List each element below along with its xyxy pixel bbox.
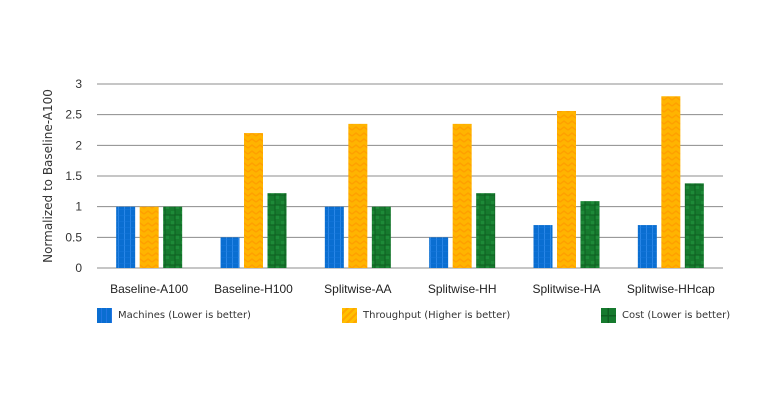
cost-bar [684, 183, 704, 268]
throughput-swatch-icon [342, 308, 357, 323]
x-category-label: Baseline-H100 [214, 282, 293, 296]
y-tick-label: 1.5 [65, 169, 82, 183]
throughput-bar [139, 206, 159, 268]
y-tick-label: 2.5 [65, 108, 82, 122]
y-axis-ticks: 0 0.5 1 1.5 2 2.5 3 [65, 77, 82, 275]
gridlines [97, 83, 723, 269]
machines-bar [533, 225, 553, 268]
cost-bar [580, 201, 600, 268]
cost-swatch-icon [601, 308, 616, 323]
legend-item-cost: Cost (Lower is better) [601, 308, 730, 323]
machines-bar [220, 237, 240, 268]
cost-bar [371, 206, 391, 268]
machines-bar [116, 206, 136, 268]
cost-bar [267, 193, 287, 268]
legend-label: Machines (Lower is better) [118, 310, 251, 321]
x-category-label: Splitwise-AA [324, 282, 391, 296]
x-category-label: Splitwise-HHcap [627, 282, 715, 296]
machines-swatch-icon [97, 308, 112, 323]
throughput-bar [348, 123, 368, 268]
throughput-bar [452, 123, 472, 268]
machines-bar [324, 206, 344, 268]
machines-bar [429, 237, 449, 268]
machines-bar [637, 225, 657, 268]
cost-bar [476, 193, 496, 268]
x-category-label: Splitwise-HA [532, 282, 600, 296]
x-category-label: Baseline-A100 [110, 282, 188, 296]
x-category-label: Splitwise-HH [428, 282, 497, 296]
throughput-bar [244, 133, 263, 268]
y-tick-label: 1 [75, 200, 82, 214]
y-tick-label: 3 [75, 77, 82, 91]
x-axis-labels: Baseline-A100 Baseline-H100 Splitwise-AA Sp… [110, 282, 715, 296]
y-tick-label: 0.5 [65, 230, 82, 244]
y-axis-label: Normalized to Baseline-A100 [41, 89, 55, 263]
bars [116, 96, 704, 269]
legend-item-machines: Machines (Lower is better) [97, 308, 251, 323]
legend: Machines (Lower is better) Throughput (H… [0, 308, 768, 328]
y-tick-label: 2 [75, 138, 82, 152]
throughput-bar [661, 96, 681, 269]
y-tick-label: 0 [75, 261, 82, 275]
throughput-bar [557, 110, 576, 268]
cost-bar [163, 206, 183, 268]
legend-label: Throughput (Higher is better) [363, 310, 511, 321]
legend-item-throughput: Throughput (Higher is better) [342, 308, 510, 323]
legend-label: Cost (Lower is better) [622, 310, 731, 321]
